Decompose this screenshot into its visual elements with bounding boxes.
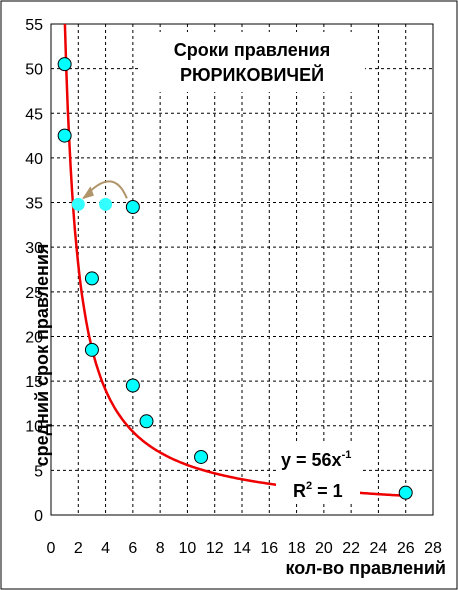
title-box [140,32,365,92]
equation-label: y = 56x-1 [281,449,351,470]
equation-box [276,443,360,503]
y-tick-label: 15 [25,374,43,391]
chart-title: Сроки правления РЮРИКОВИЧЕЙ [140,32,365,92]
x-tick-label: 2 [74,540,83,557]
data-point [139,414,154,429]
data-point [194,449,209,464]
y-tick-label: 45 [25,106,43,123]
x-tick-label: 28 [424,540,442,557]
x-tick-label: 24 [370,540,388,557]
x-tick-label: 20 [315,540,333,557]
data-point [57,57,72,72]
arrow-head [82,186,94,200]
title-line-1: Сроки правления [174,40,330,60]
x-tick-label: 18 [288,540,306,557]
x-tick-label: 4 [101,540,110,557]
y-tick-label: 40 [25,151,43,168]
y-tick-label: 25 [25,285,43,302]
y-tick-labels: 0 5 10 15 20 25 30 35 40 45 50 55 [25,17,43,525]
y-tick-label: 55 [25,17,43,34]
x-tick-label: 12 [206,540,224,557]
data-point [71,197,85,211]
trend-equation: y = 56x-1 R2 = 1 [276,443,360,503]
x-axis-title: кол-во правлений [286,558,447,578]
x-tick-label: 14 [233,540,251,557]
r-squared-label: R2 = 1 [293,480,343,501]
y-tick-label: 35 [25,196,43,213]
x-tick-label: 22 [342,540,360,557]
data-points [57,57,413,500]
x-tick-labels: 0 2 4 6 8 10 12 14 16 18 20 22 24 26 28 [47,540,442,557]
data-point [84,342,99,357]
y-tick-label: 20 [25,329,43,346]
y-tick-label: 5 [34,463,43,480]
x-tick-label: 8 [156,540,165,557]
y-tick-label: 0 [34,508,43,525]
title-line-2: РЮРИКОВИЧЕЙ [180,64,324,85]
x-tick-label: 10 [179,540,197,557]
y-tick-label: 30 [25,240,43,257]
x-tick-label: 6 [128,540,137,557]
x-tick-label: 16 [260,540,278,557]
data-point [125,378,140,393]
data-point [57,128,72,143]
x-tick-label: 26 [397,540,415,557]
y-tick-label: 10 [25,419,43,436]
y-tick-label: 50 [25,62,43,79]
x-tick-label: 0 [47,540,56,557]
plot-area [50,23,434,516]
data-point [99,197,113,211]
arrow-annotation [82,180,128,200]
data-point [125,200,140,215]
y-axis-title: средний срок правления [32,244,52,467]
data-point [84,271,99,286]
data-point [398,485,413,500]
